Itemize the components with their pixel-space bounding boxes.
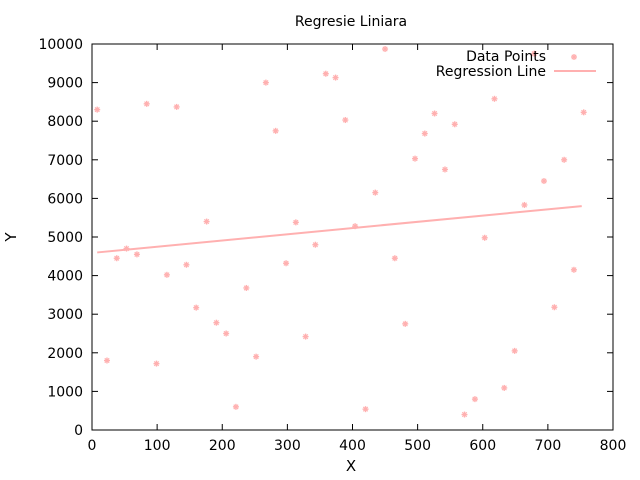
data-point xyxy=(531,50,538,57)
y-tick-label: 0 xyxy=(74,423,83,439)
y-tick-label: 3000 xyxy=(47,307,83,323)
data-point xyxy=(213,319,220,326)
data-point xyxy=(232,403,239,410)
legend-label-data-points: Data Points xyxy=(466,49,546,65)
data-point xyxy=(451,121,458,128)
y-axis-title: Y xyxy=(2,232,20,243)
x-tick-label: 500 xyxy=(404,438,431,454)
y-tick-label: 6000 xyxy=(47,191,83,207)
data-point xyxy=(123,245,130,252)
data-point xyxy=(163,271,170,278)
x-tick-label: 400 xyxy=(339,438,366,454)
data-point xyxy=(540,178,547,185)
x-axis-title: X xyxy=(346,457,356,475)
data-point xyxy=(421,130,428,137)
data-point xyxy=(143,100,150,107)
data-point xyxy=(391,255,398,262)
data-point xyxy=(103,357,110,364)
y-tick-label: 9000 xyxy=(47,76,83,92)
data-point xyxy=(302,333,309,340)
y-tick-label: 4000 xyxy=(47,269,83,285)
data-point xyxy=(253,353,260,360)
data-point xyxy=(183,261,190,268)
x-tick-label: 800 xyxy=(600,438,627,454)
y-tick-label: 7000 xyxy=(47,153,83,169)
x-tick-label: 0 xyxy=(88,438,97,454)
x-tick-label: 700 xyxy=(535,438,562,454)
data-point xyxy=(272,127,279,134)
data-point xyxy=(153,360,160,367)
data-point xyxy=(292,219,299,226)
data-point xyxy=(521,201,528,208)
data-point xyxy=(461,411,468,418)
x-tick-label: 300 xyxy=(274,438,301,454)
data-point xyxy=(471,396,478,403)
legend: Data Points Regression Line xyxy=(436,49,596,80)
data-point xyxy=(332,74,339,81)
data-point xyxy=(113,255,120,262)
data-point xyxy=(362,406,369,413)
data-point xyxy=(501,384,508,391)
data-point xyxy=(551,304,558,311)
data-point xyxy=(412,155,419,162)
legend-marker-data-points xyxy=(571,54,577,60)
y-tick-label: 8000 xyxy=(47,114,83,130)
data-point xyxy=(481,234,488,241)
regression-line xyxy=(97,205,582,254)
x-tick-label: 100 xyxy=(144,438,171,454)
data-point xyxy=(243,284,250,291)
data-point xyxy=(441,166,448,173)
data-point xyxy=(173,103,180,110)
data-point xyxy=(352,223,359,230)
data-point xyxy=(402,320,409,327)
y-tick-label: 10000 xyxy=(38,37,83,53)
data-point xyxy=(312,241,319,248)
data-point xyxy=(133,251,140,258)
y-tick-label: 5000 xyxy=(47,230,83,246)
data-point xyxy=(223,330,230,337)
data-point xyxy=(570,266,577,273)
x-tick-label: 600 xyxy=(469,438,496,454)
data-point xyxy=(491,95,498,102)
data-point xyxy=(511,347,518,354)
plot-frame xyxy=(91,43,614,431)
data-point xyxy=(382,46,389,53)
data-point xyxy=(372,189,379,196)
legend-point-marker xyxy=(571,54,577,60)
data-point xyxy=(580,109,587,116)
data-point xyxy=(431,110,438,117)
data-point xyxy=(283,260,290,267)
data-point xyxy=(94,106,101,113)
data-point xyxy=(262,79,269,86)
y-tick-label: 1000 xyxy=(47,384,83,400)
axis-ticks: 0 100 200 300 400 500 600 700 800010002000300040… xyxy=(38,37,626,454)
data-points-layer xyxy=(94,46,587,418)
data-point xyxy=(203,218,210,225)
x-tick-label: 200 xyxy=(209,438,236,454)
data-point xyxy=(322,70,329,77)
data-point xyxy=(561,156,568,163)
data-point xyxy=(342,117,349,124)
legend-label-regression-line: Regression Line xyxy=(436,64,546,80)
chart-title: Regresie Liniara xyxy=(295,14,407,30)
regression-line-layer xyxy=(97,205,582,254)
y-tick-label: 2000 xyxy=(47,346,83,362)
data-point xyxy=(193,304,200,311)
